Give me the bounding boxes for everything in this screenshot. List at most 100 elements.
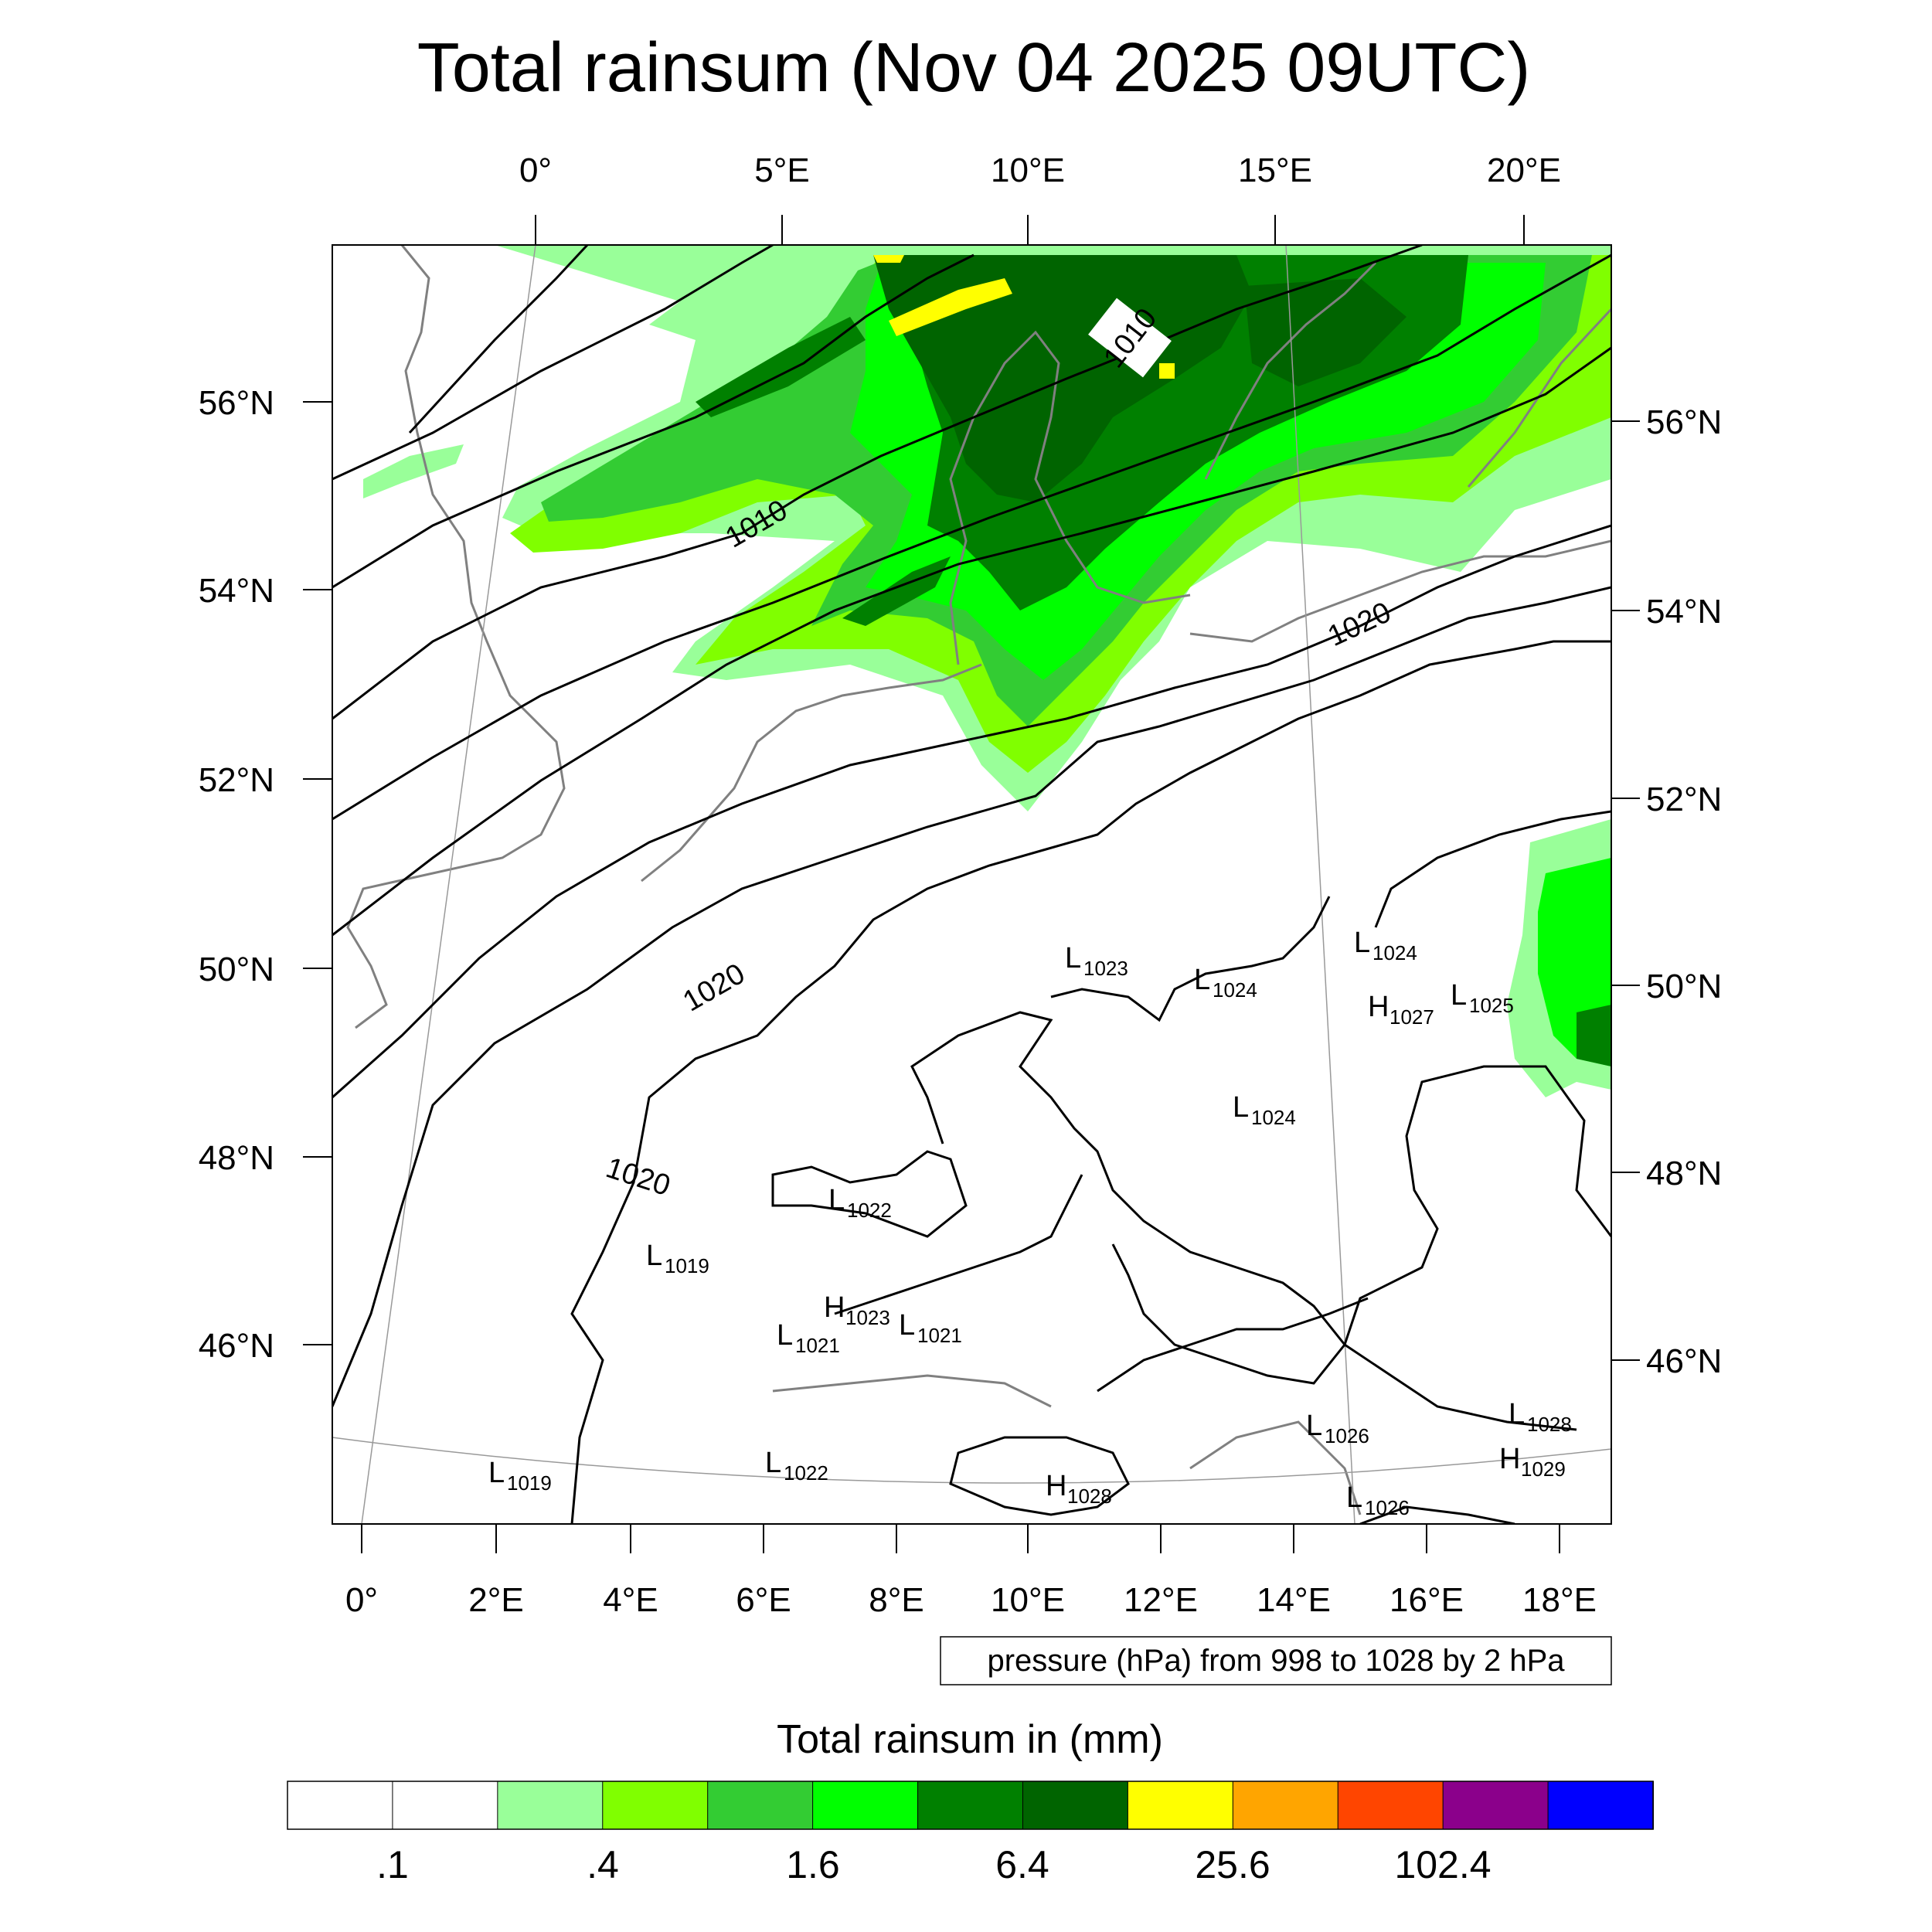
- pressure-center-type: H: [824, 1291, 845, 1324]
- meridian-15e: [1285, 245, 1355, 1524]
- isobar-line: [332, 524, 1611, 1099]
- colorbar-title: Total rainsum in (mm): [777, 1717, 1163, 1762]
- isobar-line: [1343, 1065, 1611, 1431]
- bottom-lon-label: 4°E: [603, 1581, 658, 1619]
- colorbar-cell: [1022, 1781, 1129, 1830]
- isobar-line: [910, 1011, 1346, 1385]
- precip-area-darkest: [873, 255, 1252, 502]
- colorbar-cell: [1547, 1781, 1654, 1830]
- isobar-line: [834, 1174, 1083, 1315]
- colorbar-label: 25.6: [1195, 1843, 1270, 1886]
- pressure-center-value: 1019: [665, 1254, 709, 1277]
- isobar-line: [570, 640, 1611, 1524]
- colorbar-label: 6.4: [995, 1843, 1049, 1886]
- pressure-center: H 1027: [1368, 991, 1434, 1029]
- bottom-lon-label: 2°E: [468, 1581, 523, 1619]
- parallel-44n: [332, 1437, 1611, 1484]
- pressure-center-type: L: [1354, 927, 1370, 959]
- pressure-center-value: 1022: [784, 1461, 828, 1485]
- pressure-center-value: 1023: [1083, 957, 1128, 980]
- bottom-lon-label: 14°E: [1257, 1581, 1331, 1619]
- pressure-center: L 1026: [1306, 1410, 1369, 1447]
- bottom-lon-label: 12°E: [1124, 1581, 1198, 1619]
- isobar-line: [1097, 1297, 1369, 1393]
- pressure-center-value: 1028: [1067, 1485, 1112, 1508]
- isobar-line: [1050, 896, 1331, 1022]
- isobar-line: [949, 1436, 1130, 1516]
- top-lon-label: 0°: [519, 151, 552, 189]
- pressure-center-type: H: [1368, 991, 1389, 1023]
- isobar-line: [1374, 810, 1611, 928]
- colorbar-labels: .1 .4 1.6 6.4 25.6 102.4: [376, 1843, 1491, 1886]
- pressure-center-value: 1024: [1251, 1106, 1296, 1129]
- colorbar-label: .4: [587, 1843, 619, 1886]
- isobar-line: [332, 586, 1611, 1407]
- colorbar-cell: [1337, 1781, 1444, 1830]
- right-lat-label: 54°N: [1646, 593, 1722, 631]
- precip-area-light-west: [363, 444, 464, 498]
- pressure-center-value: 1024: [1372, 941, 1417, 964]
- isobar-line: [332, 253, 1611, 821]
- meridian-0: [361, 245, 536, 1524]
- pressure-center-type: L: [765, 1447, 781, 1479]
- precip-area-dark-east: [1577, 1005, 1611, 1066]
- pressure-center: L 1028: [1509, 1398, 1572, 1436]
- pressure-center-type: L: [488, 1457, 505, 1489]
- bottom-lon-label: 6°E: [736, 1581, 791, 1619]
- precip-peak-2: [873, 255, 904, 263]
- colorbar-label: 102.4: [1394, 1843, 1491, 1886]
- pressure-center-type: H: [1046, 1470, 1066, 1502]
- pressure-center: L 1022: [828, 1184, 892, 1222]
- colorbar-cell: [1442, 1781, 1549, 1830]
- pressure-center: H 1023: [824, 1291, 890, 1329]
- left-lat-label: 48°N: [199, 1139, 274, 1177]
- pressure-center: L 1024: [1194, 964, 1257, 1002]
- pressure-center: L 1023: [1065, 942, 1128, 980]
- colorbar-cell: [1127, 1781, 1234, 1830]
- precip-streak-2: [842, 556, 951, 626]
- colorbar-label: 1.6: [786, 1843, 840, 1886]
- pressure-center-type: L: [646, 1240, 662, 1272]
- colorbar-cell: [1232, 1781, 1339, 1830]
- contour-info-box: pressure (hPa) from 998 to 1028 by 2 hPa: [940, 1636, 1612, 1685]
- pressure-center-type: L: [1306, 1410, 1322, 1442]
- bottom-lon-label: 0°: [345, 1581, 378, 1619]
- right-lat-label: 50°N: [1646, 968, 1722, 1005]
- pressure-center-type: L: [1194, 964, 1210, 996]
- right-lat-label: 48°N: [1646, 1155, 1722, 1192]
- isobar-line: [408, 245, 589, 434]
- colorbar-frame: [287, 1781, 1654, 1830]
- colorbar-cell: [287, 1781, 393, 1830]
- bottom-lon-label: 18°E: [1522, 1581, 1597, 1619]
- map-title: Total rainsum (Nov 04 2025 09UTC): [417, 29, 1531, 107]
- precip-area-darkest-east: [1244, 278, 1406, 386]
- pressure-center-value: 1023: [845, 1306, 890, 1329]
- pressure-center-value: 1021: [917, 1324, 962, 1347]
- colorbar-cell: [917, 1781, 1024, 1830]
- isobar-label-box: [1088, 298, 1172, 378]
- contour-info-text: pressure (hPa) from 998 to 1028 by 2 hPa: [987, 1644, 1565, 1678]
- colorbar-cells: [287, 1781, 1654, 1830]
- graticule: [332, 245, 1611, 1524]
- pressure-center-type: L: [777, 1319, 793, 1352]
- right-lat-labels: 56°N 54°N 52°N 50°N 48°N 46°N: [1646, 403, 1722, 1380]
- bottom-lon-labels: 0° 2°E 4°E 6°E 8°E 10°E 12°E 14°E 16°E 1…: [345, 1581, 1597, 1619]
- left-lat-labels: 56°N 54°N 52°N 50°N 48°N 46°N: [199, 384, 274, 1365]
- pressure-centers: L 1023 L 1024 L 1024 H 1027 L 1025 L 1024 L 102…: [488, 927, 1572, 1519]
- pressure-center-type: L: [828, 1184, 845, 1216]
- pressure-center-value: 1022: [847, 1199, 892, 1222]
- colorbar-cell: [602, 1781, 709, 1830]
- coastline-continent: [641, 663, 982, 883]
- pressure-center-value: 1024: [1213, 978, 1257, 1002]
- pressure-center-type: L: [899, 1309, 915, 1342]
- axis-ticks: [303, 215, 1640, 1553]
- pressure-center: H 1028: [1046, 1470, 1112, 1508]
- coastline-denmark: [949, 330, 1191, 665]
- precip-streak-1: [696, 317, 866, 417]
- pressure-center-type: L: [1065, 942, 1081, 975]
- right-lat-label: 46°N: [1646, 1342, 1722, 1380]
- pressure-center-type: H: [1499, 1443, 1520, 1475]
- pressure-center-value: 1025: [1469, 994, 1514, 1017]
- pressure-center-value: 1028: [1527, 1413, 1572, 1436]
